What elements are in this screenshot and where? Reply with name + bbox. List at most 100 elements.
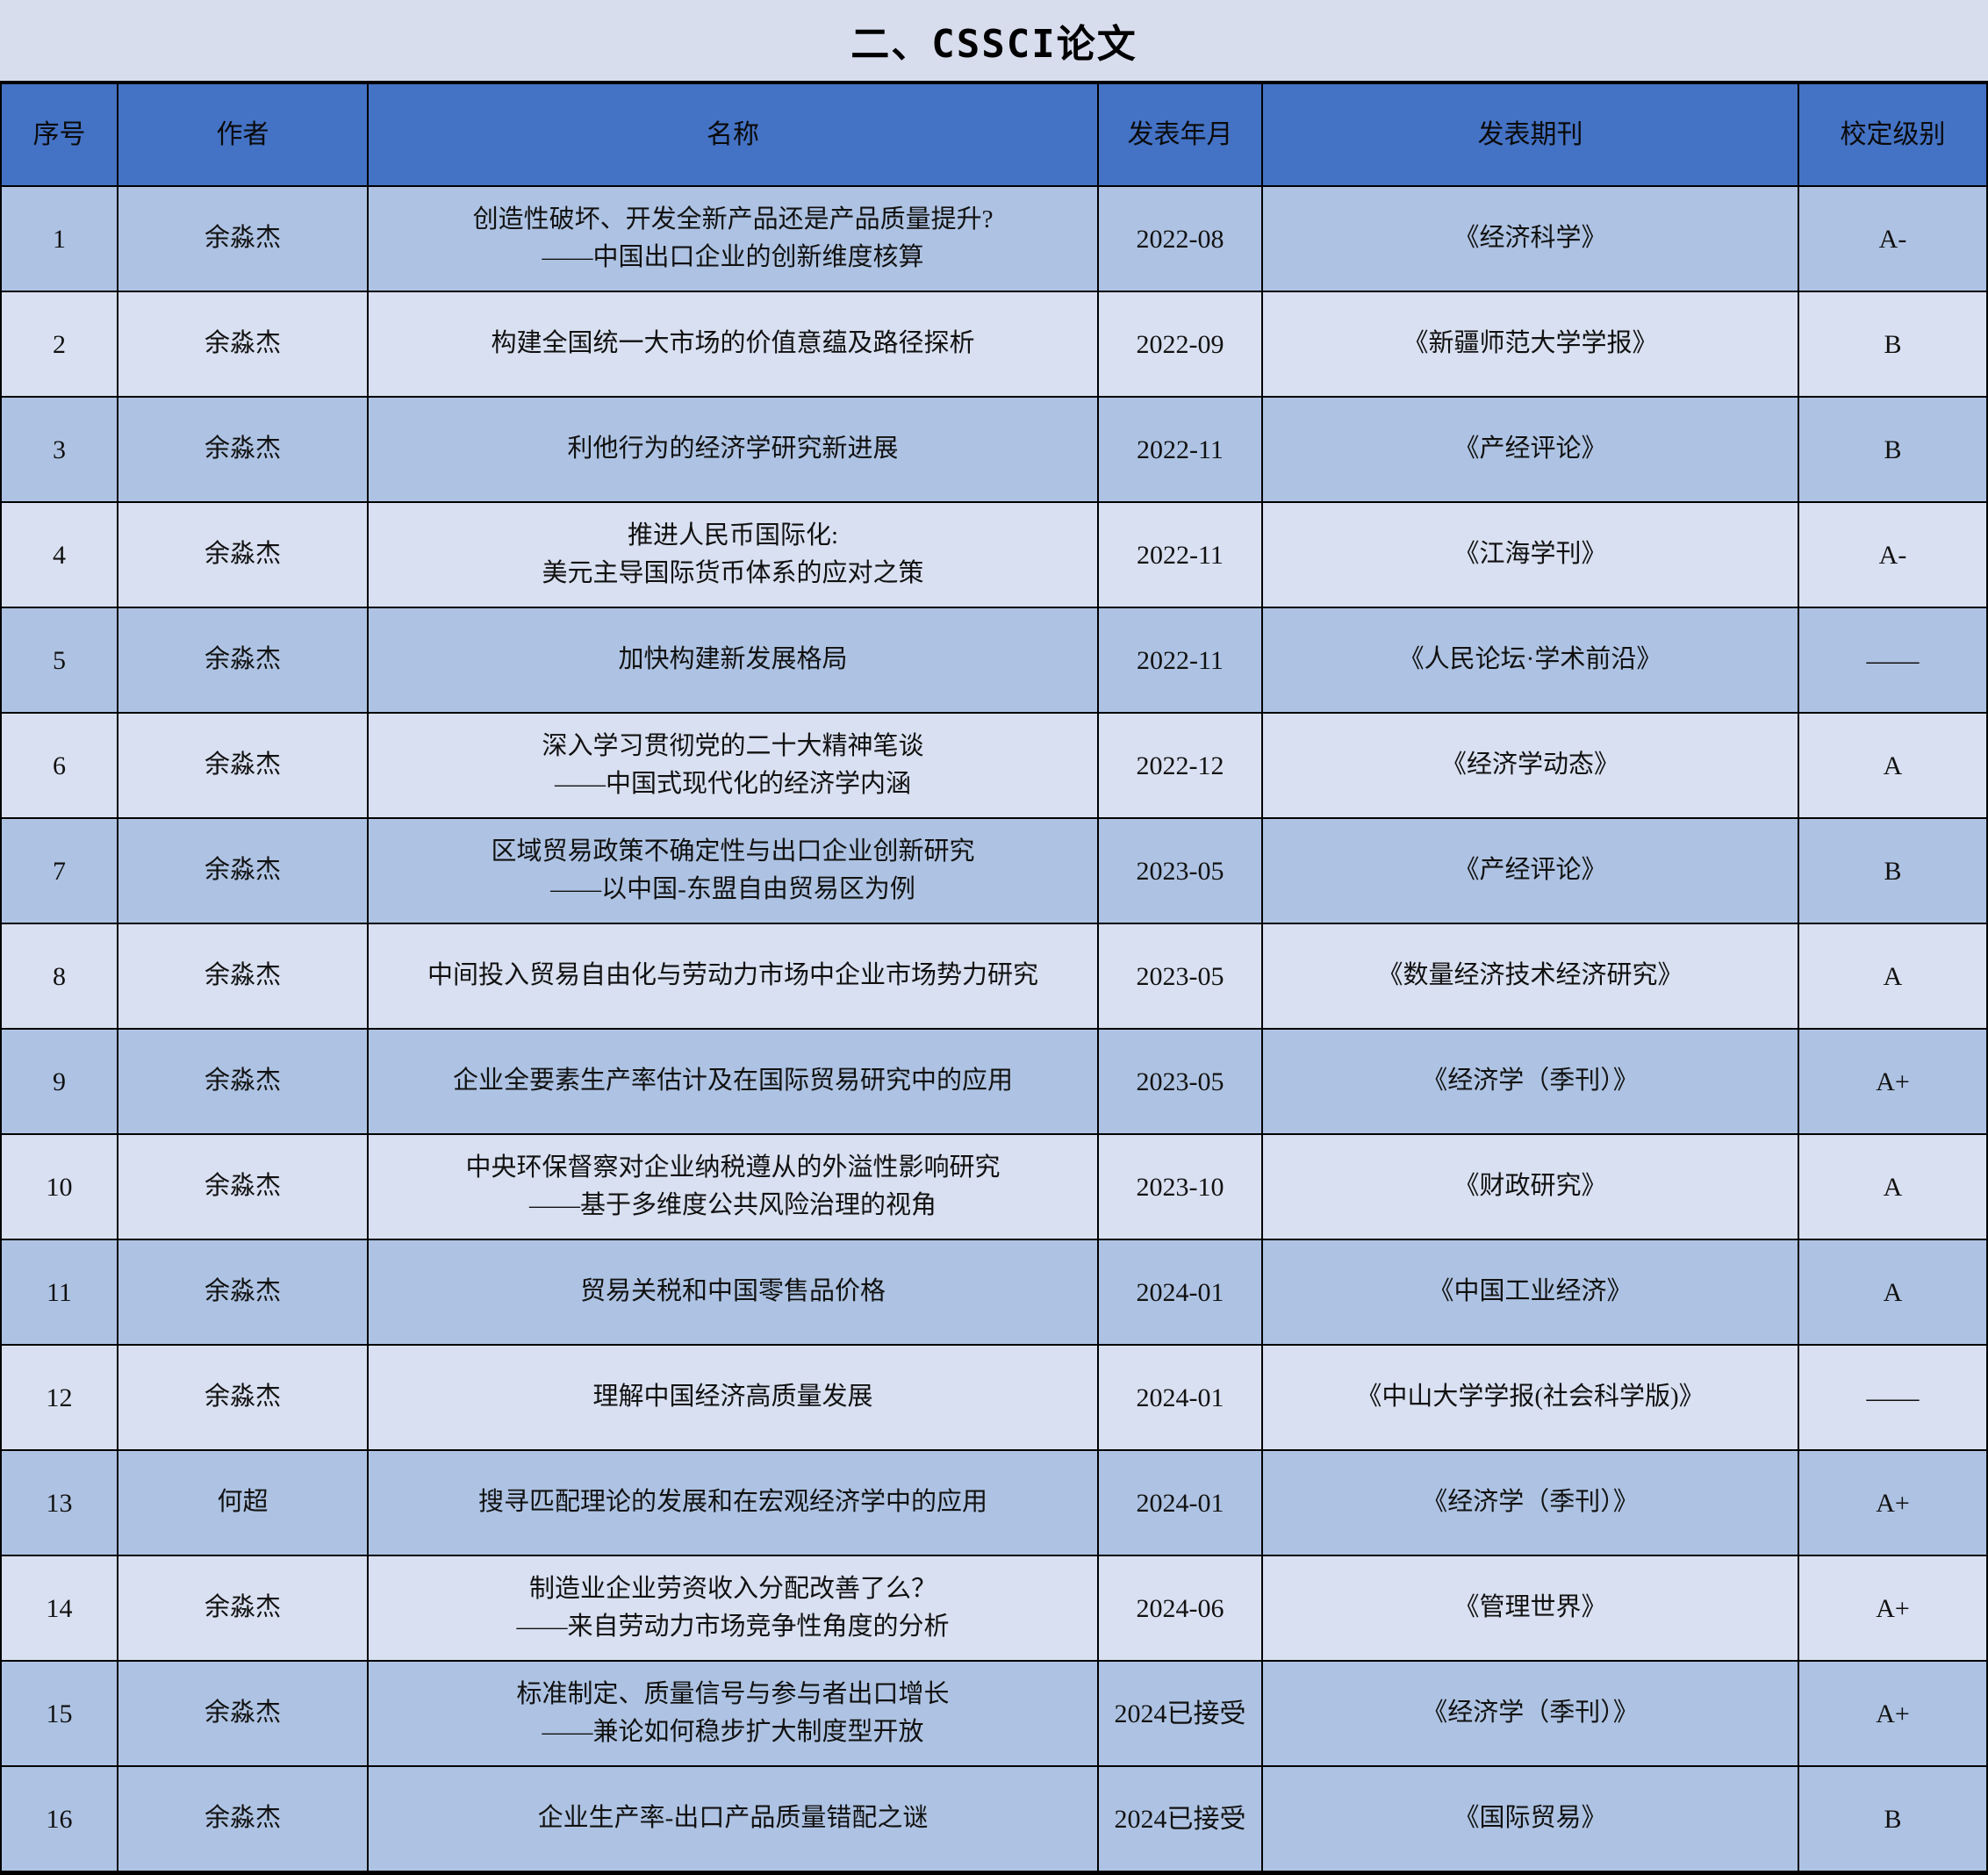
cell-title: 区域贸易政策不确定性与出口企业创新研究 ——以中国-东盟自由贸易区为例 bbox=[369, 819, 1099, 924]
cell-index: 10 bbox=[2, 1135, 118, 1240]
cell-date: 2023-05 bbox=[1099, 819, 1263, 924]
table-row: 4 余淼杰 推进人民币国际化: 美元主导国际货币体系的应对之策 2022-11 … bbox=[2, 503, 1988, 608]
cell-grade: A- bbox=[1799, 187, 1988, 292]
cell-author: 余淼杰 bbox=[118, 608, 369, 714]
cell-journal: 《经济学（季刊）》 bbox=[1263, 1662, 1799, 1767]
cell-index: 12 bbox=[2, 1346, 118, 1451]
cssci-papers-table: 序号 作者 名称 发表年月 发表期刊 校定级别 1 余淼杰 创造性破坏、开发全新… bbox=[0, 81, 1988, 1875]
table-body: 1 余淼杰 创造性破坏、开发全新产品还是产品质量提升? ——中国出口企业的创新维… bbox=[2, 187, 1988, 1872]
cell-journal: 《产经评论》 bbox=[1263, 398, 1799, 503]
cell-author: 何超 bbox=[118, 1451, 369, 1556]
title-band: 二、CSSCI论文 bbox=[0, 0, 1988, 81]
cell-index: 15 bbox=[2, 1662, 118, 1767]
cell-index: 3 bbox=[2, 398, 118, 503]
cell-title: 标准制定、质量信号与参与者出口增长 ——兼论如何稳步扩大制度型开放 bbox=[369, 1662, 1099, 1767]
cell-title: 加快构建新发展格局 bbox=[369, 608, 1099, 714]
cell-index: 1 bbox=[2, 187, 118, 292]
cell-grade: A bbox=[1799, 924, 1988, 1030]
cell-date: 2024-01 bbox=[1099, 1451, 1263, 1556]
cell-grade: A+ bbox=[1799, 1556, 1988, 1662]
table-row: 7 余淼杰 区域贸易政策不确定性与出口企业创新研究 ——以中国-东盟自由贸易区为… bbox=[2, 819, 1988, 924]
cell-index: 13 bbox=[2, 1451, 118, 1556]
cell-grade: A- bbox=[1799, 503, 1988, 608]
column-header-index: 序号 bbox=[2, 84, 118, 187]
cell-journal: 《经济科学》 bbox=[1263, 187, 1799, 292]
cell-grade: A bbox=[1799, 714, 1988, 819]
cell-grade: A+ bbox=[1799, 1662, 1988, 1767]
cell-title: 创造性破坏、开发全新产品还是产品质量提升? ——中国出口企业的创新维度核算 bbox=[369, 187, 1099, 292]
cell-index: 5 bbox=[2, 608, 118, 714]
cell-date: 2022-08 bbox=[1099, 187, 1263, 292]
cell-journal: 《经济学（季刊）》 bbox=[1263, 1030, 1799, 1135]
cell-date: 2024-01 bbox=[1099, 1240, 1263, 1346]
cell-grade: A bbox=[1799, 1240, 1988, 1346]
column-header-date: 发表年月 bbox=[1099, 84, 1263, 187]
cell-author: 余淼杰 bbox=[118, 1556, 369, 1662]
table-row: 6 余淼杰 深入学习贯彻党的二十大精神笔谈 ——中国式现代化的经济学内涵 202… bbox=[2, 714, 1988, 819]
cell-author: 余淼杰 bbox=[118, 819, 369, 924]
page-title: 二、CSSCI论文 bbox=[850, 22, 1138, 67]
cell-title: 构建全国统一大市场的价值意蕴及路径探析 bbox=[369, 292, 1099, 398]
cell-grade: B bbox=[1799, 819, 1988, 924]
cell-journal: 《数量经济技术经济研究》 bbox=[1263, 924, 1799, 1030]
cell-journal: 《人民论坛·学术前沿》 bbox=[1263, 608, 1799, 714]
cell-date: 2022-11 bbox=[1099, 608, 1263, 714]
cell-date: 2024已接受 bbox=[1099, 1662, 1263, 1767]
cell-journal: 《经济学（季刊）》 bbox=[1263, 1451, 1799, 1556]
cell-journal: 《新疆师范大学学报》 bbox=[1263, 292, 1799, 398]
cell-grade: A+ bbox=[1799, 1030, 1988, 1135]
column-header-journal: 发表期刊 bbox=[1263, 84, 1799, 187]
table-row: 10 余淼杰 中央环保督察对企业纳税遵从的外溢性影响研究 ——基于多维度公共风险… bbox=[2, 1135, 1988, 1240]
table-header-row: 序号 作者 名称 发表年月 发表期刊 校定级别 bbox=[2, 84, 1988, 187]
cell-date: 2023-10 bbox=[1099, 1135, 1263, 1240]
cell-author: 余淼杰 bbox=[118, 1240, 369, 1346]
cell-index: 14 bbox=[2, 1556, 118, 1662]
cell-grade: —— bbox=[1799, 608, 1988, 714]
table-row: 11 余淼杰 贸易关税和中国零售品价格 2024-01 《中国工业经济》 A bbox=[2, 1240, 1988, 1346]
table-row: 9 余淼杰 企业全要素生产率估计及在国际贸易研究中的应用 2023-05 《经济… bbox=[2, 1030, 1988, 1135]
cell-author: 余淼杰 bbox=[118, 187, 369, 292]
cell-title: 深入学习贯彻党的二十大精神笔谈 ——中国式现代化的经济学内涵 bbox=[369, 714, 1099, 819]
cell-author: 余淼杰 bbox=[118, 1135, 369, 1240]
cell-journal: 《产经评论》 bbox=[1263, 819, 1799, 924]
cell-author: 余淼杰 bbox=[118, 1346, 369, 1451]
cell-index: 11 bbox=[2, 1240, 118, 1346]
table-row: 13 何超 搜寻匹配理论的发展和在宏观经济学中的应用 2024-01 《经济学（… bbox=[2, 1451, 1988, 1556]
column-header-author: 作者 bbox=[118, 84, 369, 187]
cell-date: 2022-11 bbox=[1099, 398, 1263, 503]
cell-journal: 《财政研究》 bbox=[1263, 1135, 1799, 1240]
column-header-grade: 校定级别 bbox=[1799, 84, 1988, 187]
table-row: 1 余淼杰 创造性破坏、开发全新产品还是产品质量提升? ——中国出口企业的创新维… bbox=[2, 187, 1988, 292]
cell-author: 余淼杰 bbox=[118, 398, 369, 503]
cell-journal: 《江海学刊》 bbox=[1263, 503, 1799, 608]
cell-title: 制造业企业劳资收入分配改善了么？ ——来自劳动力市场竞争性角度的分析 bbox=[369, 1556, 1099, 1662]
table-row: 8 余淼杰 中间投入贸易自由化与劳动力市场中企业市场势力研究 2023-05 《… bbox=[2, 924, 1988, 1030]
cell-title: 中间投入贸易自由化与劳动力市场中企业市场势力研究 bbox=[369, 924, 1099, 1030]
cell-author: 余淼杰 bbox=[118, 1767, 369, 1872]
cell-index: 2 bbox=[2, 292, 118, 398]
cell-index: 4 bbox=[2, 503, 118, 608]
table-row: 14 余淼杰 制造业企业劳资收入分配改善了么？ ——来自劳动力市场竞争性角度的分… bbox=[2, 1556, 1988, 1662]
cell-grade: A+ bbox=[1799, 1451, 1988, 1556]
table-row: 2 余淼杰 构建全国统一大市场的价值意蕴及路径探析 2022-09 《新疆师范大… bbox=[2, 292, 1988, 398]
cell-title: 企业全要素生产率估计及在国际贸易研究中的应用 bbox=[369, 1030, 1099, 1135]
cell-date: 2022-12 bbox=[1099, 714, 1263, 819]
cell-title: 理解中国经济高质量发展 bbox=[369, 1346, 1099, 1451]
table-row: 3 余淼杰 利他行为的经济学研究新进展 2022-11 《产经评论》 B bbox=[2, 398, 1988, 503]
table-row: 15 余淼杰 标准制定、质量信号与参与者出口增长 ——兼论如何稳步扩大制度型开放… bbox=[2, 1662, 1988, 1767]
cell-author: 余淼杰 bbox=[118, 1662, 369, 1767]
cell-date: 2023-05 bbox=[1099, 1030, 1263, 1135]
cell-journal: 《管理世界》 bbox=[1263, 1556, 1799, 1662]
cell-title: 中央环保督察对企业纳税遵从的外溢性影响研究 ——基于多维度公共风险治理的视角 bbox=[369, 1135, 1099, 1240]
cell-date: 2024-01 bbox=[1099, 1346, 1263, 1451]
table-row: 5 余淼杰 加快构建新发展格局 2022-11 《人民论坛·学术前沿》 —— bbox=[2, 608, 1988, 714]
cell-journal: 《经济学动态》 bbox=[1263, 714, 1799, 819]
cell-title: 贸易关税和中国零售品价格 bbox=[369, 1240, 1099, 1346]
cell-journal: 《中山大学学报(社会科学版)》 bbox=[1263, 1346, 1799, 1451]
cell-grade: B bbox=[1799, 292, 1988, 398]
cell-index: 7 bbox=[2, 819, 118, 924]
cell-journal: 《中国工业经济》 bbox=[1263, 1240, 1799, 1346]
cell-date: 2022-09 bbox=[1099, 292, 1263, 398]
cell-title: 企业生产率-出口产品质量错配之谜 bbox=[369, 1767, 1099, 1872]
